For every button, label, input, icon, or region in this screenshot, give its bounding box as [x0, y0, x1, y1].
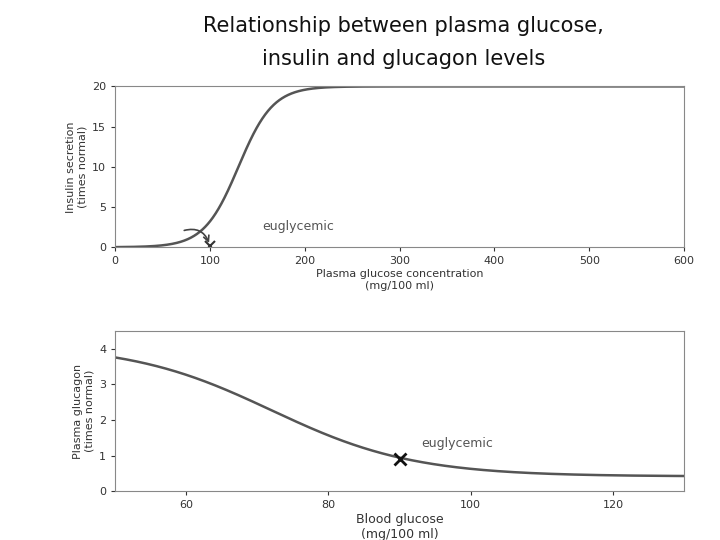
Text: euglycemic: euglycemic — [421, 437, 492, 450]
X-axis label: Plasma glucose concentration
(mg/100 ml): Plasma glucose concentration (mg/100 ml) — [316, 269, 483, 291]
Y-axis label: Insulin secretion
(times normal): Insulin secretion (times normal) — [66, 121, 88, 213]
X-axis label: Blood glucose
(mg/100 ml): Blood glucose (mg/100 ml) — [356, 513, 444, 540]
Text: euglycemic: euglycemic — [262, 220, 334, 233]
Text: insulin and glucagon levels: insulin and glucagon levels — [261, 49, 545, 69]
Y-axis label: Plasma glucagon
(times normal): Plasma glucagon (times normal) — [73, 363, 95, 458]
Text: Relationship between plasma glucose,: Relationship between plasma glucose, — [203, 16, 603, 36]
